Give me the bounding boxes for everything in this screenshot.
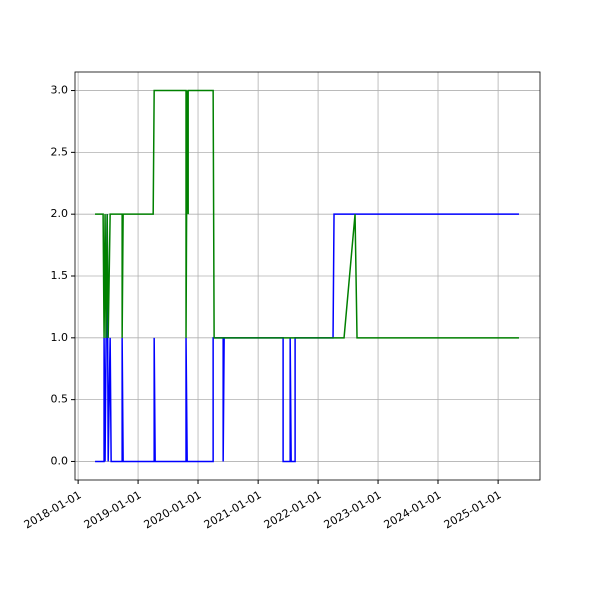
x-tick-label: 2021-01-01	[202, 488, 264, 531]
series-line	[95, 213, 519, 463]
x-tick-label: 2023-01-01	[322, 488, 384, 531]
y-tick-label: 1.5	[51, 269, 69, 282]
y-tick-label: 2.5	[51, 145, 69, 158]
y-tick-label: 1.0	[51, 331, 69, 344]
x-tick-label: 2025-01-01	[442, 488, 504, 531]
x-tick-label: 2022-01-01	[262, 488, 324, 531]
x-tick-label: 2020-01-01	[142, 488, 204, 531]
y-tick-label: 0.0	[51, 454, 69, 467]
x-tick-label: 2018-01-01	[22, 488, 84, 531]
y-tick-label: 2.0	[51, 207, 69, 220]
series-line	[95, 89, 519, 339]
x-tick-label: 2024-01-01	[382, 488, 444, 531]
plot-frame	[74, 71, 541, 481]
y-tick-label: 3.0	[51, 84, 69, 97]
y-tick-label: 0.5	[51, 393, 69, 406]
x-tick-label: 2019-01-01	[82, 488, 144, 531]
